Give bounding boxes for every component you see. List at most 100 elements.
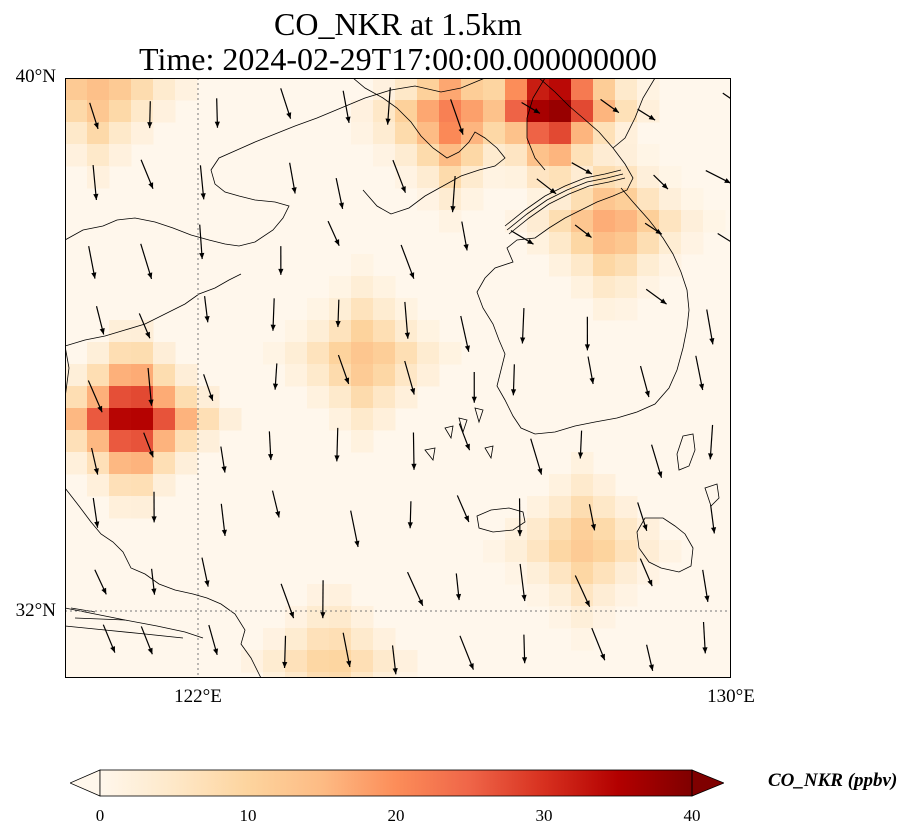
co-cell bbox=[615, 562, 638, 585]
co-cell bbox=[615, 188, 638, 211]
co-cell bbox=[637, 232, 660, 255]
wind-arrow-head bbox=[589, 377, 595, 385]
co-cell bbox=[681, 232, 704, 255]
co-cell bbox=[329, 584, 352, 607]
wind-arrow bbox=[451, 175, 456, 213]
co-cell bbox=[153, 78, 176, 101]
co-cell bbox=[571, 584, 594, 607]
co-cell bbox=[395, 78, 418, 101]
co-cell bbox=[549, 606, 572, 629]
wind-arrow-head bbox=[527, 238, 534, 245]
co-cell bbox=[483, 78, 506, 101]
wind-arrow-head bbox=[275, 511, 281, 518]
lat-label-32: 32°N bbox=[15, 600, 56, 621]
co-cell bbox=[571, 254, 594, 277]
co-cell bbox=[637, 100, 660, 123]
wind-arrow-head bbox=[647, 579, 653, 587]
co-cell bbox=[373, 100, 396, 123]
map-frame bbox=[65, 78, 731, 678]
co-cell bbox=[87, 452, 110, 475]
co-cell bbox=[307, 650, 330, 673]
colorbar-tick-40: 40 bbox=[683, 806, 701, 825]
co-cell bbox=[593, 562, 616, 585]
co-cell bbox=[285, 606, 308, 629]
co-cell bbox=[373, 408, 396, 431]
co-cell bbox=[549, 496, 572, 519]
wind-arrow-head bbox=[221, 466, 227, 473]
co-cell bbox=[571, 474, 594, 497]
wind-arrow-head bbox=[147, 647, 153, 655]
co-cell bbox=[65, 430, 88, 453]
co-cell bbox=[615, 166, 638, 189]
co-cell bbox=[395, 144, 418, 167]
wind-arrow bbox=[530, 438, 543, 475]
co-cell bbox=[351, 430, 374, 453]
lon-label-130: 130°E bbox=[707, 686, 755, 707]
co-cell bbox=[439, 210, 462, 233]
colorbar-extend-min bbox=[70, 769, 101, 797]
co-cell bbox=[153, 452, 176, 475]
co-cell bbox=[549, 188, 572, 211]
wind-arrow-head bbox=[411, 463, 417, 470]
wind-arrow-head bbox=[648, 114, 656, 121]
co-cell bbox=[571, 122, 594, 145]
co-cell bbox=[527, 232, 550, 255]
co-cell bbox=[571, 210, 594, 233]
co-cell bbox=[373, 386, 396, 409]
co-cell bbox=[87, 364, 110, 387]
wind-arrow-head bbox=[148, 450, 154, 458]
co-cell bbox=[351, 606, 374, 629]
co-cell bbox=[373, 628, 396, 651]
wind-arrow bbox=[406, 571, 424, 607]
co-cell bbox=[395, 672, 418, 678]
co-cell bbox=[505, 540, 528, 563]
wind-arrow-head bbox=[584, 344, 591, 351]
co-cell bbox=[109, 408, 132, 431]
wind-arrow-head bbox=[99, 328, 105, 335]
co-cell bbox=[263, 650, 286, 673]
co-cell bbox=[549, 144, 572, 167]
co-cell bbox=[263, 342, 286, 365]
co-cell bbox=[527, 166, 550, 189]
co-cell bbox=[527, 562, 550, 585]
co-cell bbox=[131, 430, 154, 453]
co-cell bbox=[109, 474, 132, 497]
wind-arrow-head bbox=[468, 663, 474, 670]
co-cell bbox=[351, 298, 374, 321]
co-cell bbox=[637, 166, 660, 189]
wind-arrow bbox=[404, 301, 409, 339]
co-cell bbox=[593, 100, 616, 123]
wind-arrow bbox=[147, 367, 153, 406]
co-cell bbox=[593, 298, 616, 321]
co-cell bbox=[659, 232, 682, 255]
co-cell bbox=[153, 342, 176, 365]
co-cell bbox=[307, 298, 330, 321]
co-cell bbox=[527, 122, 550, 145]
co-cell bbox=[373, 650, 396, 673]
co-cell bbox=[87, 430, 110, 453]
wind-arrow-head bbox=[642, 524, 648, 531]
co-cell bbox=[637, 562, 660, 585]
co-cell bbox=[329, 320, 352, 343]
wind-arrow-head bbox=[537, 468, 543, 475]
co-cell bbox=[637, 518, 660, 541]
co-cell bbox=[65, 100, 88, 123]
co-cell bbox=[549, 540, 572, 563]
co-cell bbox=[703, 210, 726, 233]
wind-arrow bbox=[280, 583, 295, 619]
co-cell bbox=[505, 144, 528, 167]
wind-arrow-head bbox=[385, 118, 391, 125]
wind-arrow-head bbox=[521, 657, 528, 664]
wind-arrow-head bbox=[464, 515, 469, 522]
co-cell bbox=[329, 650, 352, 673]
wind-arrow-head bbox=[585, 231, 592, 238]
co-cell bbox=[87, 408, 110, 431]
wind-arrow-head bbox=[400, 186, 406, 193]
wind-arrow-head bbox=[335, 320, 341, 328]
wind-arrow-head bbox=[584, 600, 590, 607]
wind-arrow-head bbox=[151, 588, 157, 595]
colorbar bbox=[70, 769, 724, 797]
co-cell bbox=[527, 584, 550, 607]
co-cell bbox=[373, 672, 396, 678]
co-cell bbox=[439, 100, 462, 123]
